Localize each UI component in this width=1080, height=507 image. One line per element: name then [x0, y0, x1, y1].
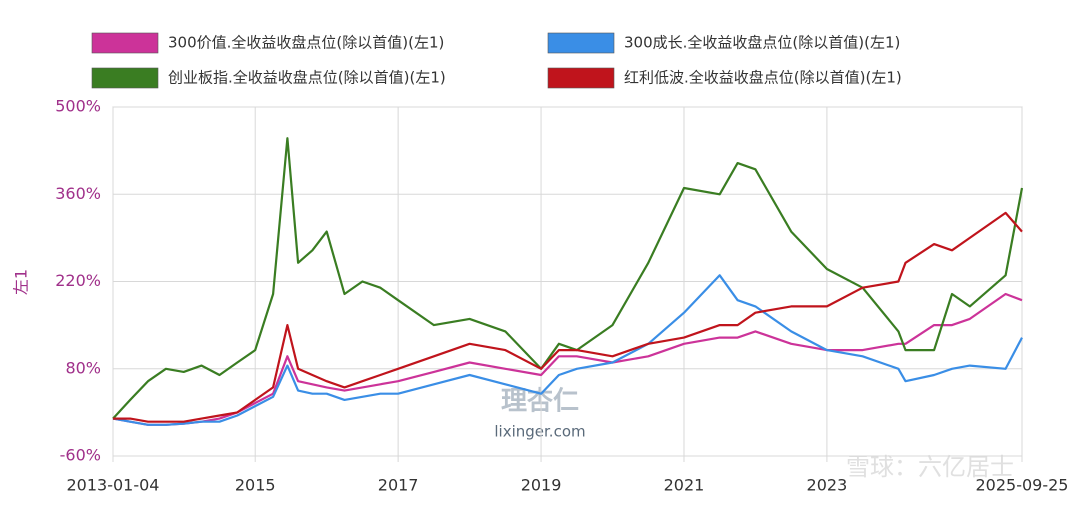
y-tick-label: 220% [55, 271, 101, 290]
y-axis-label: 左1 [12, 269, 31, 295]
x-tick-label: 2017 [378, 476, 419, 495]
watermark: 雪球：六亿居士 [846, 453, 1014, 481]
y-tick-label: 360% [55, 184, 101, 203]
x-tick-label: 2025-09-25 [976, 476, 1069, 495]
x-tick-label: 2023 [807, 476, 848, 495]
watermark: 理杏仁 [501, 387, 579, 417]
legend-swatch [547, 67, 615, 89]
legend-swatch [91, 32, 159, 54]
y-tick-label: 500% [55, 97, 101, 116]
legend-swatch [547, 32, 615, 54]
legend-swatch [91, 67, 159, 89]
series-line [112, 137, 1024, 420]
y-tick-label: 80% [65, 358, 101, 377]
x-tick-label: 2013-01-04 [67, 476, 160, 495]
legend-label: 300价值.全收益收盘点位(除以首值)(左1) [168, 34, 444, 52]
series-line [112, 274, 1023, 426]
x-tick-label: 2021 [664, 476, 705, 495]
series-line [112, 292, 1023, 426]
x-tick-label: 2019 [521, 476, 562, 495]
legend-label: 创业板指.全收益收盘点位(除以首值)(左1) [168, 69, 446, 87]
y-tick-label: -60% [60, 446, 101, 465]
watermark: lixinger.com [494, 423, 585, 441]
x-tick-label: 2015 [235, 476, 276, 495]
series-line [113, 211, 1023, 423]
legend-label: 300成长.全收益收盘点位(除以首值)(左1) [624, 34, 900, 52]
legend-label: 红利低波.全收益收盘点位(除以首值)(左1) [624, 69, 902, 87]
